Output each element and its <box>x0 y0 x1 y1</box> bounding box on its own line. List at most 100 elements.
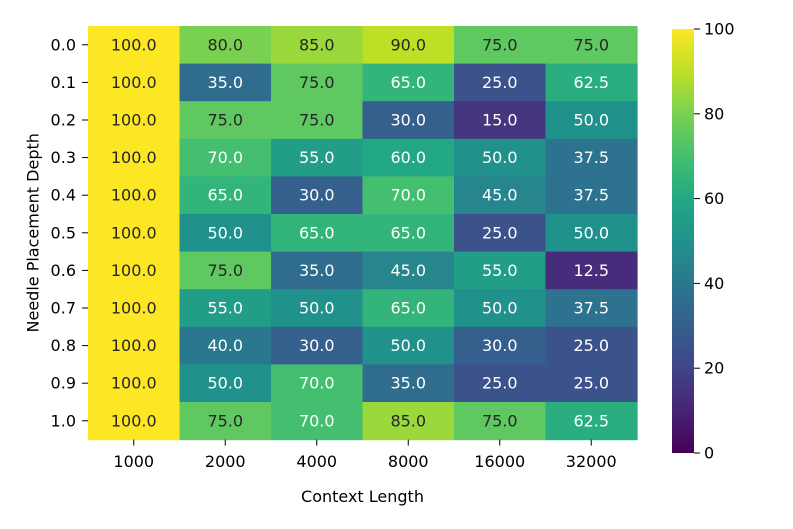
y-axis-ticks: 0.0 0.1 0.2 0.3 0.4 0.5 0.6 0.7 0.8 0.9 1.0 <box>51 35 88 430</box>
heatmap-cell-label: 75.0 <box>482 35 518 54</box>
heatmap-cell-label: 35.0 <box>390 374 426 393</box>
colorbar-tick-label: 60 <box>704 189 724 208</box>
heatmap-cell <box>362 251 455 290</box>
heatmap-cell <box>454 63 547 102</box>
heatmap-cell-label: 37.5 <box>573 148 609 167</box>
heatmap-cell <box>454 214 547 253</box>
y-axis-title: Needle Placement Depth <box>24 133 43 332</box>
heatmap-cell <box>179 101 272 140</box>
heatmap-cell <box>88 176 181 215</box>
colorbar-tick-label: 100 <box>704 20 735 39</box>
heatmap-cell <box>179 251 272 290</box>
heatmap-cell-label: 55.0 <box>299 148 335 167</box>
heatmap-cell <box>271 101 364 140</box>
y-tick-label: 0.2 <box>51 111 76 130</box>
x-tick-label: 8000 <box>388 452 429 471</box>
heatmap-cell <box>362 326 455 365</box>
heatmap-cell <box>179 26 272 65</box>
heatmap-cell <box>454 251 547 290</box>
heatmap-cell <box>362 214 455 253</box>
heatmap-cell-label: 85.0 <box>390 411 426 430</box>
colorbar-tick-label: 20 <box>704 359 724 378</box>
heatmap-cell-label: 50.0 <box>390 336 426 355</box>
y-tick-label: 1.0 <box>51 411 76 430</box>
heatmap-cell-label: 25.0 <box>573 336 609 355</box>
x-tick-label: 2000 <box>205 452 246 471</box>
heatmap-cell <box>454 289 547 328</box>
heatmap-cell <box>454 402 547 441</box>
heatmap-cell-label: 100.0 <box>111 261 157 280</box>
heatmap-cell <box>454 101 547 140</box>
heatmap-cell-label: 70.0 <box>299 411 335 430</box>
heatmap-cell <box>271 289 364 328</box>
heatmap-cell <box>454 364 547 403</box>
heatmap-cell-label: 75.0 <box>207 261 243 280</box>
heatmap-cell-label: 62.5 <box>573 73 609 92</box>
heatmap-cell-label: 40.0 <box>207 336 243 355</box>
heatmap-cell-label: 55.0 <box>207 299 243 318</box>
colorbar-tick-label: 80 <box>704 104 724 123</box>
heatmap-cell <box>271 176 364 215</box>
heatmap-cell <box>454 138 547 177</box>
heatmap-cell-label: 75.0 <box>573 35 609 54</box>
colorbar-tick-label: 0 <box>704 444 714 463</box>
heatmap-cell-label: 50.0 <box>573 223 609 242</box>
heatmap-cell <box>88 63 181 102</box>
y-tick-label: 0.7 <box>51 299 76 318</box>
heatmap-cell-label: 62.5 <box>573 411 609 430</box>
heatmap-cell <box>179 364 272 403</box>
heatmap-cell-label: 100.0 <box>111 374 157 393</box>
heatmap-cell <box>545 63 638 102</box>
heatmap-cell <box>179 63 272 102</box>
heatmap-cell-label: 55.0 <box>482 261 518 280</box>
heatmap-cell <box>362 176 455 215</box>
heatmap-cell <box>88 101 181 140</box>
y-tick-label: 0.9 <box>51 374 76 393</box>
heatmap-cell-label: 50.0 <box>573 111 609 130</box>
colorbar <box>672 29 694 453</box>
y-tick-label: 0.1 <box>51 73 76 92</box>
colorbar-tick-label: 40 <box>704 274 724 293</box>
heatmap-cell <box>271 326 364 365</box>
heatmap-cell-label: 65.0 <box>390 299 426 318</box>
x-tick-label: 32000 <box>566 452 617 471</box>
heatmap-cell <box>362 364 455 403</box>
heatmap-cell-label: 65.0 <box>299 223 335 242</box>
heatmap-cell <box>454 26 547 65</box>
heatmap-cell <box>545 364 638 403</box>
heatmap-cell-label: 30.0 <box>390 111 426 130</box>
heatmap-cell-label: 70.0 <box>299 374 335 393</box>
heatmap-cell-label: 60.0 <box>390 148 426 167</box>
x-axis-title: Context Length <box>301 487 424 506</box>
heatmap-cell-label: 30.0 <box>482 336 518 355</box>
heatmap-cell-label: 90.0 <box>390 35 426 54</box>
heatmap-cell-label: 15.0 <box>482 111 518 130</box>
heatmap-cell-label: 85.0 <box>299 35 335 54</box>
y-tick-label: 0.4 <box>51 186 76 205</box>
heatmap-cell-label: 75.0 <box>207 111 243 130</box>
heatmap-cell-label: 100.0 <box>111 223 157 242</box>
heatmap-cell <box>545 101 638 140</box>
heatmap-cell <box>271 402 364 441</box>
heatmap-cell <box>179 214 272 253</box>
heatmap-cell <box>545 251 638 290</box>
heatmap-cell-label: 80.0 <box>207 35 243 54</box>
heatmap-cell <box>179 176 272 215</box>
heatmap-cell-label: 70.0 <box>390 186 426 205</box>
heatmap-cell-label: 30.0 <box>299 186 335 205</box>
heatmap-cell <box>545 214 638 253</box>
heatmap-cell <box>545 326 638 365</box>
heatmap-cell <box>88 402 181 441</box>
x-tick-label: 4000 <box>296 452 337 471</box>
heatmap-cell <box>545 402 638 441</box>
heatmap-cell <box>362 26 455 65</box>
y-tick-label: 0.8 <box>51 336 76 355</box>
heatmap-cell <box>179 402 272 441</box>
heatmap-cell <box>179 138 272 177</box>
heatmap-cell-label: 35.0 <box>207 73 243 92</box>
heatmap-cell-label: 75.0 <box>207 411 243 430</box>
heatmap-cell-label: 75.0 <box>299 73 335 92</box>
heatmap-cell-label: 25.0 <box>482 73 518 92</box>
y-tick-label: 0.3 <box>51 148 76 167</box>
